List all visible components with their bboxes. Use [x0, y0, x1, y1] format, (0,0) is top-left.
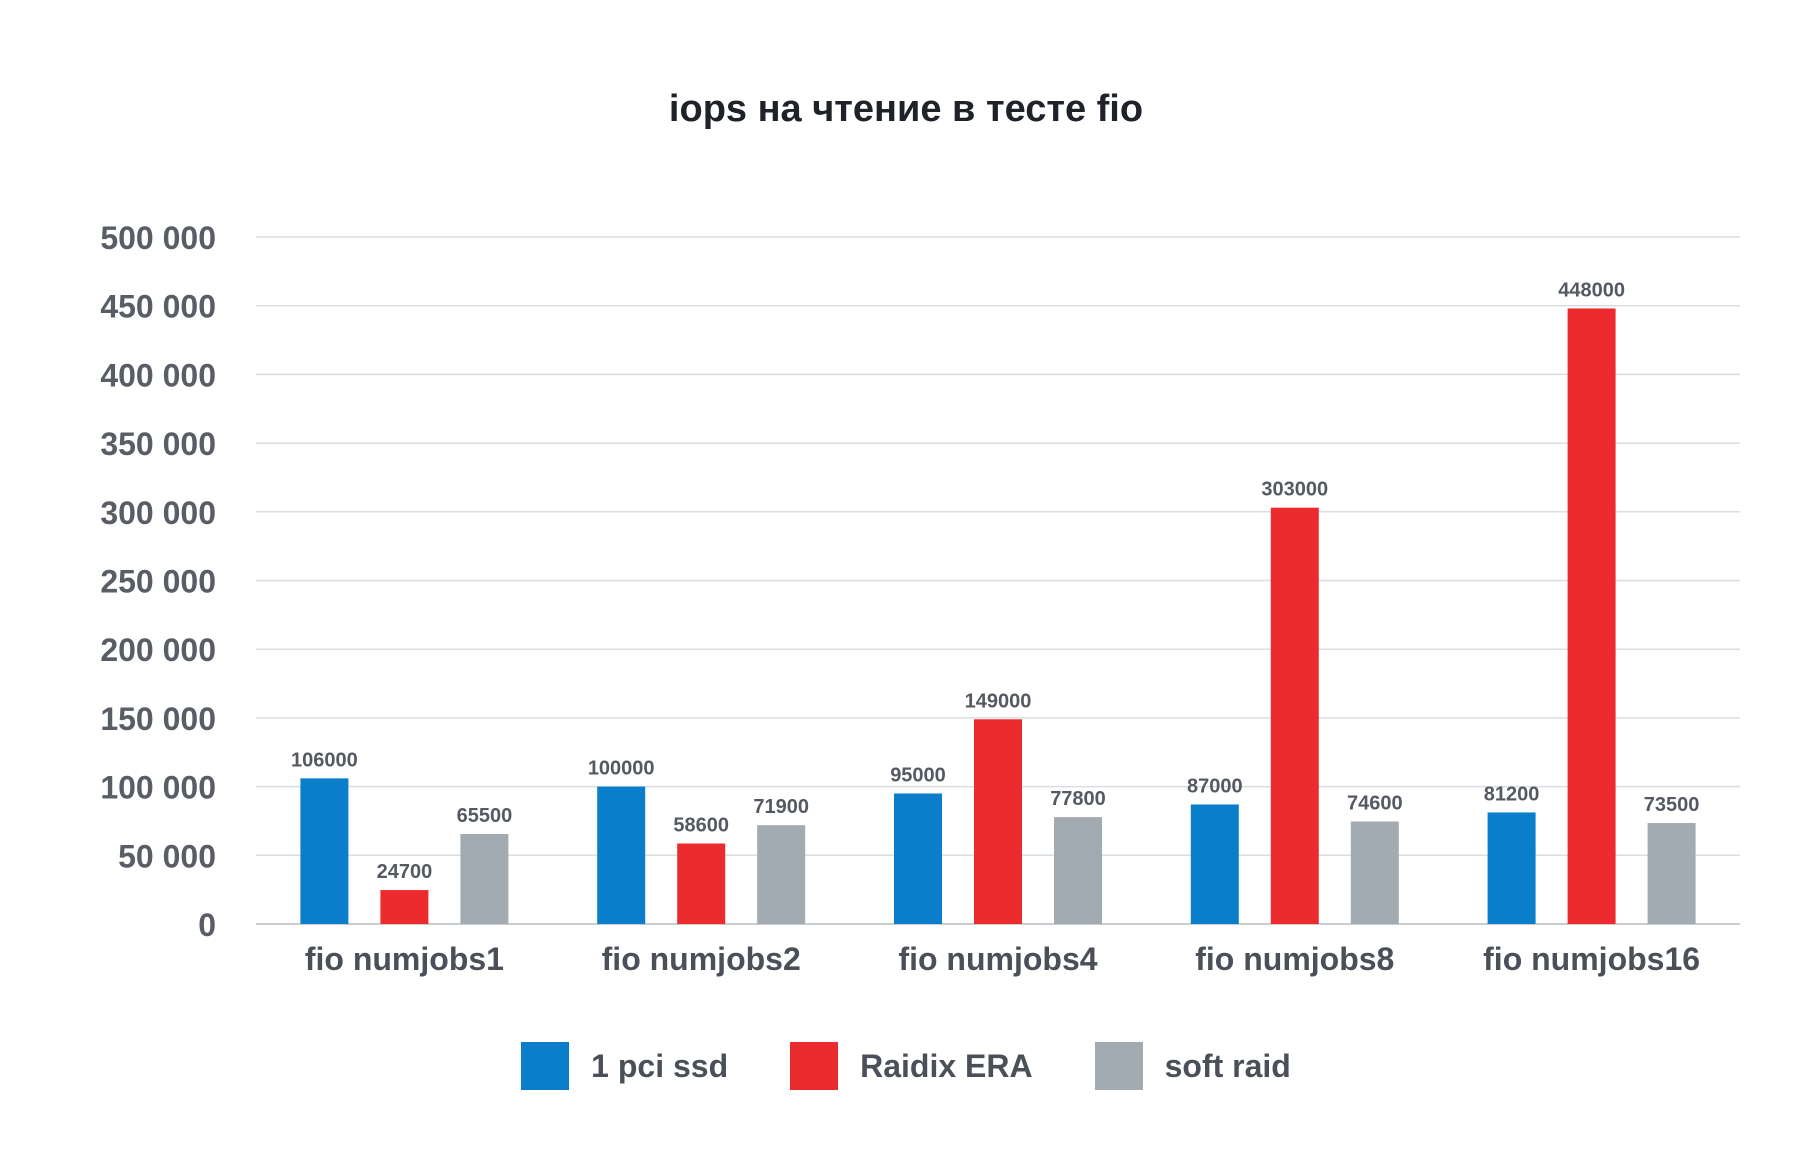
- y-tick-label: 50 000: [118, 838, 216, 874]
- bar: [1190, 804, 1239, 924]
- y-tick-label: 250 000: [100, 564, 216, 600]
- x-tick-label: fio numjobs16: [1483, 941, 1700, 977]
- data-label: 73500: [1644, 794, 1700, 816]
- data-label: 77800: [1050, 788, 1106, 810]
- y-tick-label: 300 000: [100, 495, 216, 531]
- x-tick-label: fio numjobs1: [305, 941, 504, 977]
- bar: [1647, 823, 1696, 924]
- bars: [300, 308, 1696, 924]
- legend: 1 pci ssd Raidix ERA soft raid: [0, 1042, 1812, 1090]
- data-label: 100000: [588, 758, 655, 780]
- data-label: 106000: [291, 749, 358, 771]
- y-tick-label: 200 000: [100, 632, 216, 668]
- data-labels: 106000 24700 65500 100000 58600 71900 95000 149…: [291, 279, 1699, 883]
- legend-label: soft raid: [1164, 1047, 1291, 1084]
- legend-item: soft raid: [1094, 1042, 1291, 1090]
- y-tick-label: 350 000: [100, 426, 216, 462]
- bar: [1350, 821, 1399, 924]
- legend-swatch: [790, 1042, 839, 1090]
- x-axis-tick-labels: fio numjobs1 fio numjobs2 fio numjobs4 fio …: [305, 941, 1700, 977]
- y-tick-label: 0: [198, 907, 216, 943]
- legend-label: 1 pci ssd: [591, 1047, 729, 1084]
- x-tick-label: fio numjobs2: [602, 941, 801, 977]
- bar: [597, 786, 646, 924]
- legend-item: 1 pci ssd: [521, 1042, 728, 1090]
- data-label: 95000: [890, 764, 946, 786]
- y-tick-label: 450 000: [100, 289, 216, 325]
- legend-swatch: [521, 1042, 570, 1090]
- data-label: 149000: [965, 690, 1032, 712]
- data-label: 65500: [457, 805, 513, 827]
- data-label: 303000: [1261, 479, 1328, 501]
- bar: [380, 890, 429, 924]
- y-tick-label: 150 000: [100, 701, 216, 737]
- bar: [1567, 308, 1616, 924]
- bar: [894, 793, 942, 924]
- chart-title: iops на чтение в тесте fio: [668, 88, 1144, 130]
- bar: [677, 843, 726, 924]
- bar: [300, 778, 349, 924]
- data-label: 87000: [1187, 775, 1243, 797]
- x-tick-label: fio numjobs8: [1195, 941, 1394, 977]
- legend-swatch: [1094, 1042, 1143, 1090]
- bar: [1270, 507, 1319, 924]
- y-tick-label: 500 000: [100, 220, 216, 256]
- legend-item: Raidix ERA: [790, 1042, 1033, 1090]
- x-tick-label: fio numjobs4: [898, 941, 1097, 977]
- y-tick-label: 400 000: [100, 357, 216, 393]
- data-label: 24700: [377, 861, 433, 883]
- data-label: 71900: [753, 796, 809, 818]
- y-tick-label: 100 000: [100, 770, 216, 806]
- data-label: 74600: [1347, 792, 1403, 814]
- bar: [1054, 817, 1102, 924]
- y-axis-tick-labels: 0 50 000 100 000 150 000 200 000 250 000 300 0…: [100, 220, 216, 943]
- data-label: 81200: [1484, 783, 1540, 805]
- bar: [757, 825, 806, 924]
- bar: [1487, 812, 1536, 924]
- data-label: 448000: [1558, 279, 1625, 301]
- bar: [974, 719, 1022, 924]
- data-label: 58600: [673, 814, 729, 836]
- bar: [460, 834, 509, 924]
- legend-label: Raidix ERA: [860, 1047, 1033, 1084]
